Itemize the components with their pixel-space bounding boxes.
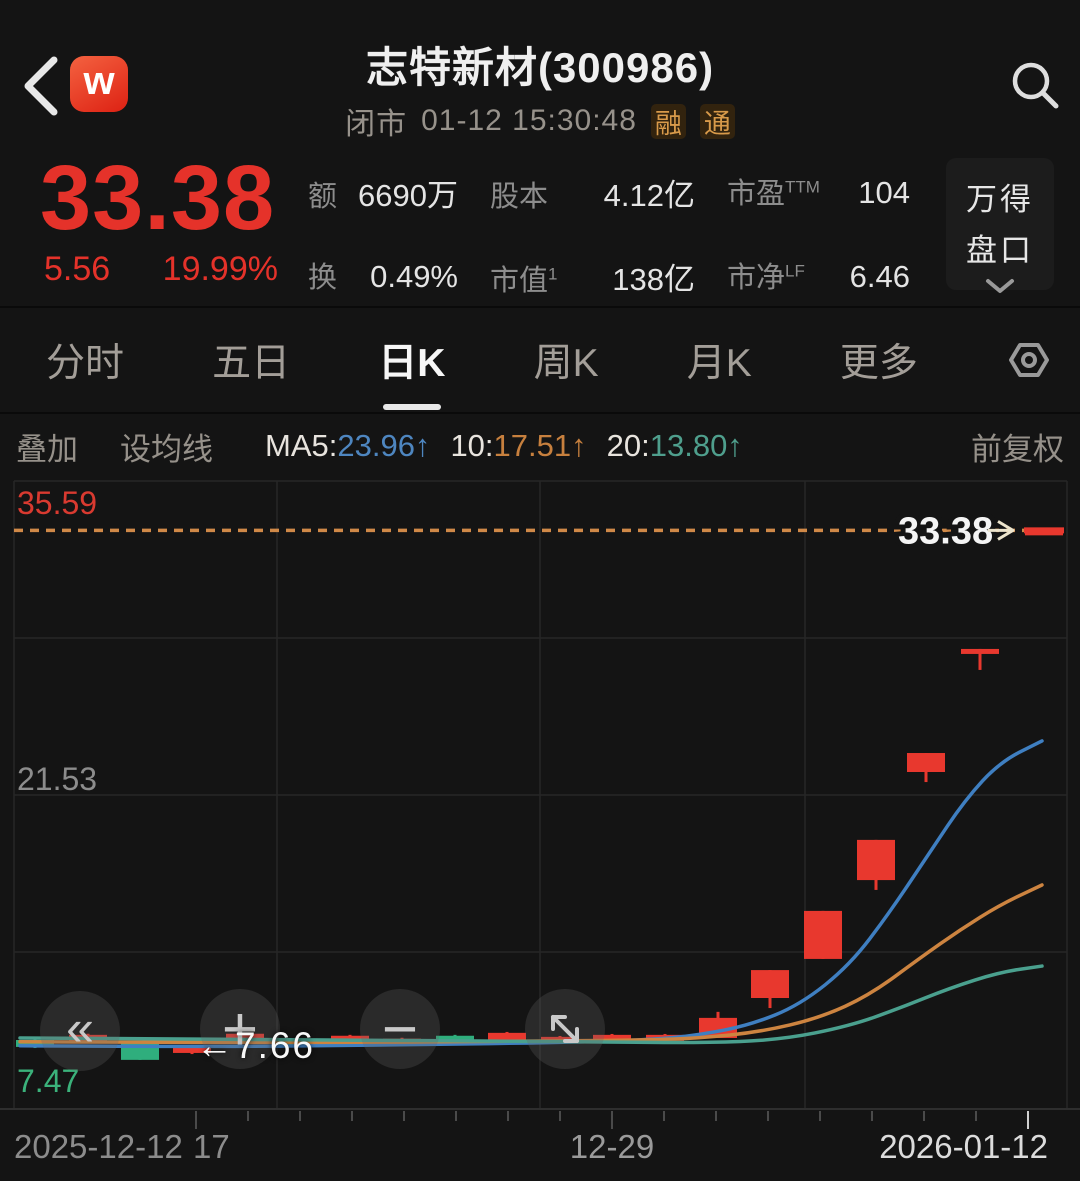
stat-pe-ttm: 市盈TTM 104 xyxy=(727,175,910,210)
low-price-marker: ←7.66 xyxy=(196,1025,316,1066)
expand-button[interactable] xyxy=(525,989,605,1069)
wind-order-book-panel[interactable]: 万得 盘口 xyxy=(946,158,1054,293)
tab-more[interactable]: 更多 xyxy=(839,342,918,385)
tab-5day[interactable]: 五日 xyxy=(212,342,291,385)
ma5-value: 23.96↑ xyxy=(337,428,431,463)
page-title: 志特新材(300986) xyxy=(365,44,715,91)
search-icon xyxy=(1012,62,1059,109)
ma-legend-bar: 叠加 设均线 MA5: 23.96↑ 10: 17.51↑ 20: 13.80↑… xyxy=(0,414,1080,478)
logo-letter: w xyxy=(83,59,115,103)
zoom-in-button[interactable]: + xyxy=(200,989,280,1069)
price-change: 5.56 xyxy=(44,250,111,288)
shortable-badge[interactable]: 通 xyxy=(699,103,735,139)
ma20-label: 20: xyxy=(606,428,650,463)
svg-text:17: 17 xyxy=(193,1128,230,1165)
svg-text:33.38: 33.38 xyxy=(898,510,993,552)
margin-badge[interactable]: 融 xyxy=(650,103,686,139)
stats-grid: 额 6690万 股本 4.12亿 市盈TTM 104 换 0.49% 市值1 138亿 市… xyxy=(308,170,910,299)
stat-share-capital: 股本 4.12亿 xyxy=(490,178,695,213)
price-change-pct: 19.99% xyxy=(162,250,278,288)
market-state: 闭市 xyxy=(345,108,408,141)
svg-text:2025-12-12: 2025-12-12 xyxy=(14,1128,183,1165)
stat-turnover: 换 0.49% xyxy=(308,259,458,294)
search-button[interactable] xyxy=(1006,56,1062,114)
tab-daily-k[interactable]: 日K xyxy=(378,332,445,388)
panel-line1: 万得 xyxy=(966,182,1034,217)
stat-pb-lf: 市净LF 6.46 xyxy=(727,259,910,294)
overlay-button[interactable]: 叠加 xyxy=(16,431,78,467)
period-tabbar: 分时 五日 日K 周K 月K 更多 xyxy=(0,310,1080,410)
ma-values: MA5: 23.96↑ 10: 17.51↑ 20: 13.80↑ xyxy=(265,428,743,464)
divider xyxy=(0,306,1080,308)
kline-chart-area[interactable]: 33.38 35.59 21.53 7.47 2025-12-12 17 12-29 2026… xyxy=(0,478,1080,1181)
svg-text:35.59: 35.59 xyxy=(17,485,97,521)
last-price: 33.38 xyxy=(40,147,276,249)
zoom-out-button[interactable]: − xyxy=(360,989,440,1069)
svg-text:2026-01-12: 2026-01-12 xyxy=(879,1128,1048,1165)
ma5-label: MA5: xyxy=(265,428,338,463)
market-status-row: 闭市 01-12 15:30:48 融 通 xyxy=(0,99,1080,143)
chart-settings-button[interactable] xyxy=(1006,337,1052,383)
tab-monthly-k[interactable]: 月K xyxy=(686,342,752,385)
panel-line2: 盘口 xyxy=(966,233,1034,268)
divider xyxy=(0,412,1080,414)
ma10-label: 10: xyxy=(450,428,494,463)
chevron-down-icon xyxy=(986,279,1014,293)
stat-market-cap: 市值1 138亿 xyxy=(490,262,695,297)
quote-datetime: 01-12 15:30:48 xyxy=(421,104,637,137)
wind-app-logo[interactable]: w xyxy=(70,56,128,112)
svg-text:21.53: 21.53 xyxy=(17,761,97,797)
ma10-value: 17.51↑ xyxy=(493,428,587,463)
stat-amount: 额 6690万 xyxy=(308,178,458,213)
change-row: 5.56 19.99% xyxy=(44,250,278,289)
rewind-button[interactable]: « xyxy=(40,991,120,1071)
adjust-mode-button[interactable]: 前复权 xyxy=(971,431,1064,467)
expand-diagonal-icon xyxy=(551,1015,579,1043)
svg-text:7.47: 7.47 xyxy=(17,1063,79,1099)
back-button[interactable] xyxy=(16,52,66,120)
set-ma-button[interactable]: 设均线 xyxy=(120,431,213,467)
back-chevron-icon xyxy=(24,56,58,116)
tab-intraday[interactable]: 分时 xyxy=(46,342,125,385)
kline-chart[interactable]: 33.38 35.59 21.53 7.47 2025-12-12 17 12-29 2026… xyxy=(0,478,1080,1181)
tab-weekly-k[interactable]: 周K xyxy=(533,342,599,385)
ma20-value: 13.80↑ xyxy=(649,428,743,463)
svg-text:12-29: 12-29 xyxy=(570,1128,654,1165)
gear-icon xyxy=(1009,343,1049,377)
